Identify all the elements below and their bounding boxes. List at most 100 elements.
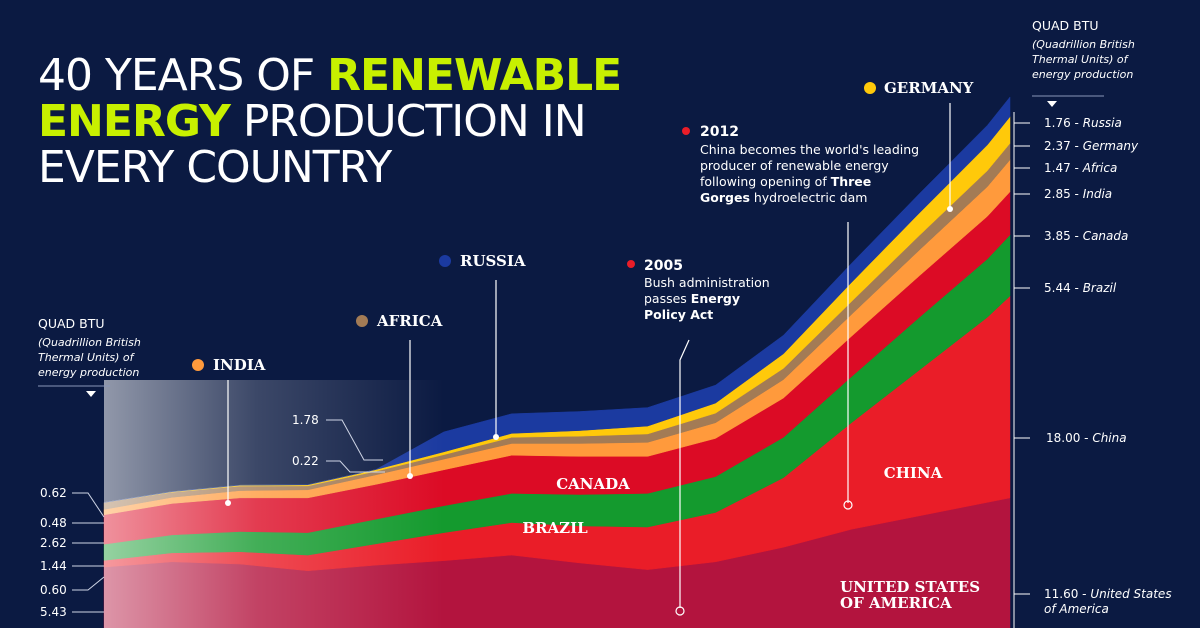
- end-value-number: 2.85 -: [1044, 187, 1083, 201]
- annotation-line-part: following opening of: [700, 174, 831, 189]
- annotation-line-part: hydroelectric dam: [750, 190, 868, 205]
- early-tick-germany: [326, 419, 383, 461]
- end-value-label: China: [1092, 431, 1126, 445]
- annotation-line-part: Policy Act: [644, 307, 713, 322]
- africa-legend-dot: [356, 315, 368, 327]
- early-tick-africa: [326, 460, 385, 473]
- right-unit-sub-3: energy production: [1032, 68, 1133, 81]
- title-line2-highlight: ENERGY: [38, 96, 232, 147]
- band-label-canada: CANADA: [556, 475, 630, 493]
- end-value-number: 3.85 -: [1044, 229, 1083, 243]
- germany-legend-label: GERMANY: [884, 79, 974, 97]
- start-value-russia: 0.62: [40, 486, 67, 500]
- band-label-china: CHINA: [884, 464, 943, 482]
- start-value-usa: 5.43: [40, 605, 67, 619]
- start-tick-russia: [72, 492, 105, 518]
- title-line-2: ENERGY PRODUCTION IN: [38, 96, 586, 147]
- annotation-line: Bush administration: [644, 275, 770, 290]
- end-value-label: Brazil: [1083, 281, 1117, 295]
- left-unit-sub-2: Thermal Units) of: [38, 351, 136, 364]
- right-unit-sub-2: Thermal Units) of: [1032, 53, 1130, 66]
- early-value-africa: 0.22: [292, 454, 319, 468]
- annotation-line-part: Three: [831, 174, 872, 189]
- russia-leader-point: [493, 434, 499, 440]
- start-tick-china: [72, 576, 105, 591]
- africa-leader-point: [407, 473, 413, 479]
- end-value-label: India: [1083, 187, 1112, 201]
- early-value-germany: 1.78: [292, 413, 319, 427]
- left-unit-label: QUAD BTU (Quadrillion British Thermal Un…: [38, 316, 141, 397]
- annotation-2012-point: [843, 500, 853, 510]
- end-value-canada: 3.85 - Canada: [1044, 229, 1128, 243]
- callout-russia: RUSSIA: [439, 252, 526, 440]
- africa-legend-label: AFRICA: [376, 312, 443, 330]
- end-value-number: 18.00 -: [1046, 431, 1092, 445]
- end-value-scale: 1.76 - Russia 2.37 - Germany 1.47 - Africa…: [1013, 112, 1172, 628]
- annotation-2012-text: China becomes the world's leadingproduce…: [700, 142, 919, 205]
- end-value-number: 11.60 -: [1044, 587, 1090, 601]
- india-legend-dot: [192, 359, 204, 371]
- end-value-label-line2: of America: [1044, 602, 1109, 616]
- germany-leader-point: [947, 206, 953, 212]
- annotation-2005-dot: [627, 260, 635, 268]
- end-value-germany: 2.37 - Germany: [1044, 139, 1139, 153]
- left-unit-sub-1: (Quadrillion British: [38, 336, 141, 349]
- callout-india: INDIA: [192, 356, 266, 506]
- right-unit-heading: QUAD BTU: [1032, 18, 1099, 33]
- start-value-india: 0.48: [40, 516, 67, 530]
- end-value-brazil: 5.44 - Brazil: [1044, 281, 1117, 295]
- title-line-3: EVERY COUNTRY: [38, 142, 392, 193]
- title-line2-plain: PRODUCTION IN: [230, 96, 586, 147]
- end-value-india: 2.85 - India: [1044, 187, 1112, 201]
- india-legend-label: INDIA: [213, 356, 266, 374]
- title-line1-highlight: RENEWABLE: [327, 50, 621, 101]
- annotation-line-part: producer of renewable energy: [700, 158, 889, 173]
- title-line-1: 40 YEARS OF RENEWABLE: [38, 50, 621, 101]
- callout-africa: AFRICA: [356, 312, 443, 479]
- russia-legend-label: RUSSIA: [460, 252, 526, 270]
- band-label-usa-line1: UNITED STATES: [840, 578, 980, 596]
- start-value-brazil: 1.44: [40, 559, 67, 573]
- annotation-line: China becomes the world's leading: [700, 142, 919, 157]
- annotation-2005-point: [675, 606, 685, 616]
- end-value-label: Canada: [1083, 229, 1129, 243]
- annotation-line: Gorges hydroelectric dam: [700, 190, 868, 205]
- annotation-2012: 2012 China becomes the world's leadingpr…: [682, 124, 919, 510]
- russia-legend-dot: [439, 255, 451, 267]
- chart-title: 40 YEARS OF RENEWABLE ENERGY PRODUCTION …: [38, 50, 622, 193]
- early-value-ticks: 1.78 0.22: [292, 413, 385, 473]
- end-value-number: 5.44 -: [1044, 281, 1083, 295]
- annotation-line-part: Bush administration: [644, 275, 770, 290]
- end-value-number: 2.37 -: [1044, 139, 1083, 153]
- annotation-line-part: Energy: [691, 291, 740, 306]
- early-years-fade: [104, 380, 444, 628]
- end-value-number: 1.76 -: [1044, 116, 1083, 130]
- start-value-ticks: 0.62 0.48 2.62 1.44 0.60 5.43: [40, 486, 105, 619]
- start-value-canada: 2.62: [40, 536, 67, 550]
- end-value-label: Russia: [1083, 116, 1122, 130]
- annotation-line-part: passes: [644, 291, 691, 306]
- left-unit-sub-3: energy production: [38, 366, 139, 379]
- annotation-line-part: Gorges: [700, 190, 750, 205]
- end-value-label: Africa: [1082, 161, 1118, 175]
- left-unit-arrow-icon: [86, 391, 96, 397]
- annotation-line: passes Energy: [644, 291, 740, 306]
- end-value-united-states: 11.60 - United States: [1044, 587, 1172, 601]
- start-value-china: 0.60: [40, 583, 67, 597]
- end-value-africa: 1.47 - Africa: [1044, 161, 1117, 175]
- annotation-2005-year: 2005: [644, 258, 683, 274]
- end-value-russia: 1.76 - Russia: [1044, 116, 1122, 130]
- annotation-line: Policy Act: [644, 307, 713, 322]
- annotation-line: following opening of Three: [700, 174, 871, 189]
- annotation-line-part: China becomes the world's leading: [700, 142, 919, 157]
- india-leader-point: [225, 500, 231, 506]
- right-unit-arrow-icon: [1047, 101, 1057, 107]
- callout-germany: GERMANY: [864, 79, 974, 212]
- germany-legend-dot: [864, 82, 876, 94]
- left-unit-heading: QUAD BTU: [38, 316, 105, 331]
- right-unit-label: QUAD BTU (Quadrillion British Thermal Un…: [1032, 18, 1135, 107]
- annotation-2005-leader: [679, 339, 690, 608]
